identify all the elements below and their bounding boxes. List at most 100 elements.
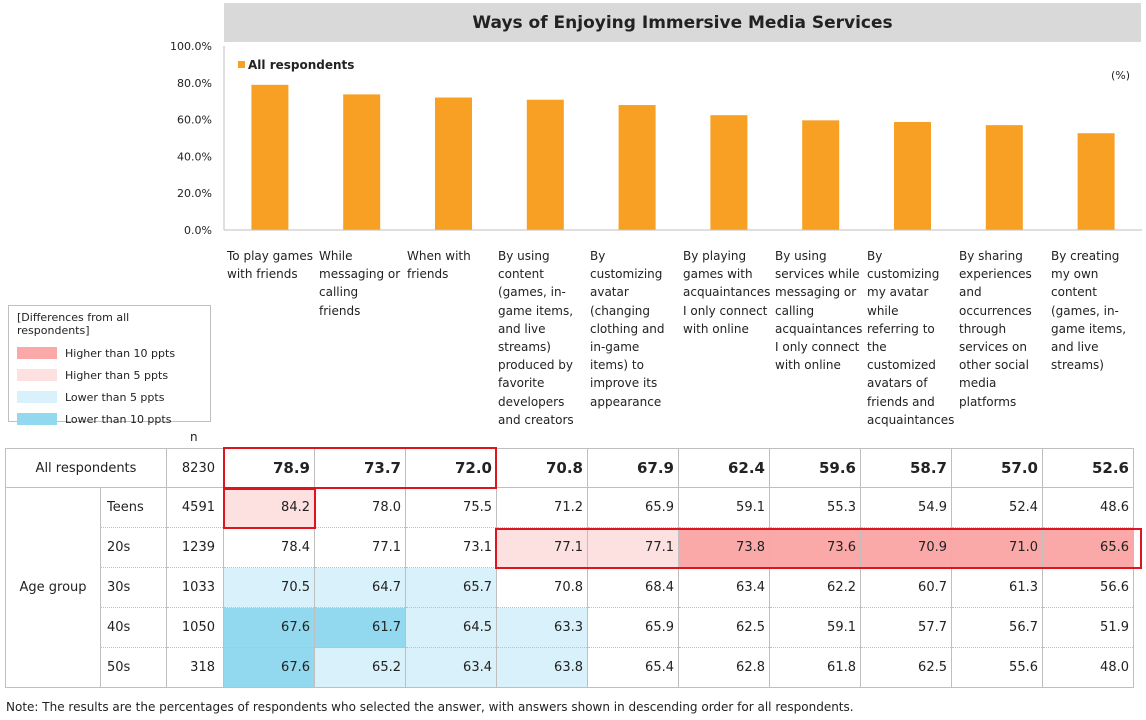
y-tick-label: 40.0% [177,150,212,163]
bar [343,94,381,230]
legend-item-higher-10: Higher than 10 ppts [17,342,202,364]
value-cell: 48.0 [1042,647,1134,688]
value-cell: 73.6 [769,527,861,568]
value-cell: 65.9 [587,487,679,528]
bar [251,84,289,230]
value-cell: 68.4 [587,567,679,608]
value-cell: 84.2 [223,487,315,528]
value-cell: 77.1 [496,527,588,568]
value-cell: 59.6 [769,448,861,488]
value-cell: 62.5 [678,607,770,648]
value-cell: 57.0 [951,448,1043,488]
legend-title: [Differences from all respondents] [17,311,130,337]
bar [985,125,1023,230]
value-cell: 55.6 [951,647,1043,688]
difference-legend: [Differences from all respondents] Highe… [8,305,211,426]
bar [710,115,748,230]
legend-label: Lower than 10 ppts [65,412,172,426]
value-cell: 59.1 [678,487,770,528]
value-cell: 64.5 [405,607,497,648]
value-cell: 73.8 [678,527,770,568]
legend-label: All respondents [248,58,354,72]
table-row-50s: 50s 318 67.6 65.2 63.4 63.8 65.4 62.8 61… [6,647,1134,688]
value-cell: 61.7 [314,607,406,648]
y-tick-label: 0.0% [184,224,212,237]
legend-swatch [17,369,57,381]
value-cell: 64.7 [314,567,406,608]
n-value: 8230 [166,448,224,488]
legend-swatch [17,347,57,359]
category-label: By customizing avatar (changing clothing… [590,249,665,409]
value-cell: 62.2 [769,567,861,608]
row-label: 20s [100,527,167,568]
footnote: Note: The results are the percentages of… [6,700,854,714]
row-label: 30s [100,567,167,608]
value-cell: 56.6 [1042,567,1134,608]
value-cell: 55.3 [769,487,861,528]
legend-swatch [238,61,245,68]
value-cell: 59.1 [769,607,861,648]
value-cell: 70.5 [223,567,315,608]
value-cell: 63.8 [496,647,588,688]
chart-title: Ways of Enjoying Immersive Media Service… [224,3,1141,42]
value-cell: 58.7 [860,448,952,488]
row-label: 40s [100,607,167,648]
category-label: By sharing experiences and occurrences t… [959,249,1032,409]
value-cell: 78.0 [314,487,406,528]
value-cell: 71.0 [951,527,1043,568]
unit-label: (%) [1111,69,1130,82]
value-cell: 63.4 [678,567,770,608]
bar-chart: 100.0% 80.0% 60.0% 40.0% 20.0% 0.0% All respon… [170,40,1142,237]
y-tick-label: 80.0% [177,77,212,90]
legend-swatch [17,413,57,425]
category-label: While messaging or calling friends [319,249,401,318]
value-cell: 62.5 [860,647,952,688]
value-cell: 77.1 [587,527,679,568]
age-group-label: Age group [5,487,101,688]
bar [526,99,564,230]
value-cell: 75.5 [405,487,497,528]
legend-swatch [17,391,57,403]
value-cell: 65.7 [405,567,497,608]
value-cell: 77.1 [314,527,406,568]
value-cell: 63.3 [496,607,588,648]
bar [618,105,656,230]
value-cell: 52.4 [951,487,1043,528]
n-column-header: n [190,430,198,444]
value-cell: 63.4 [405,647,497,688]
value-cell: 67.9 [587,448,679,488]
value-cell: 57.7 [860,607,952,648]
n-value: 1050 [166,607,224,648]
value-cell: 67.6 [223,607,315,648]
value-cell: 62.8 [678,647,770,688]
legend-label: Higher than 5 ppts [65,368,169,382]
value-cell: 51.9 [1042,607,1134,648]
category-label: By using content (games, in-game items, … [498,249,574,427]
n-value: 318 [166,647,224,688]
bar [894,121,931,230]
legend-item-lower-5: Lower than 5 ppts [17,386,202,408]
legend-label: Higher than 10 ppts [65,346,176,360]
value-cell: 78.4 [223,527,315,568]
n-value: 1239 [166,527,224,568]
value-cell: 78.9 [223,448,315,488]
bar [1077,133,1115,230]
y-tick-label: 100.0% [170,40,212,53]
category-label: By customizing my avatar while referring… [867,249,955,427]
row-label: Teens [100,487,167,528]
category-label: By creating my own content (games, in-ga… [1051,249,1127,373]
row-label: 50s [100,647,167,688]
value-cell: 70.8 [496,567,588,608]
table-row-teens: Age group Teens 4591 84.2 78.0 75.5 71.2… [5,487,1134,688]
category-label: By playing games with acquaintances I on… [683,249,771,336]
table-row-40s: 40s 1050 67.6 61.7 64.5 63.3 65.9 62.5 5… [6,607,1134,648]
y-tick-label: 60.0% [177,114,212,127]
value-cell: 62.4 [678,448,770,488]
value-cell: 60.7 [860,567,952,608]
value-cell: 65.4 [587,647,679,688]
bar [802,120,840,230]
value-cell: 52.6 [1042,448,1134,488]
table-row-20s: 20s 1239 78.4 77.1 73.1 77.1 77.1 73.8 7… [6,527,1134,568]
value-cell: 72.0 [405,448,497,488]
bar [435,97,472,231]
